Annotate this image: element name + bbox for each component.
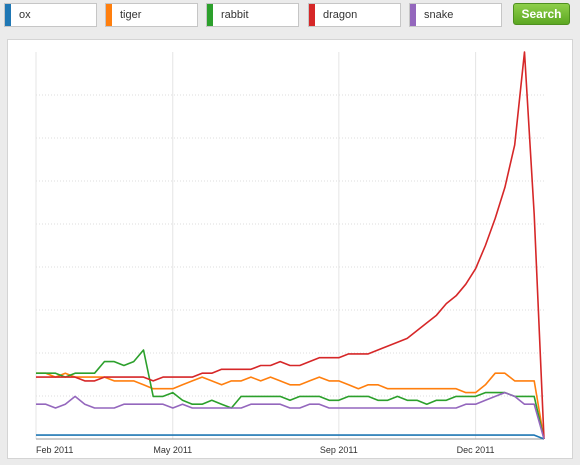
- term-color-swatch: [410, 4, 416, 26]
- search-term-snake[interactable]: snake: [409, 3, 502, 27]
- search-button[interactable]: Search: [513, 3, 570, 25]
- term-color-swatch: [207, 4, 213, 26]
- series-line-ox: [36, 434, 545, 440]
- term-color-swatch: [5, 4, 11, 26]
- term-color-swatch: [106, 4, 112, 26]
- term-label: ox: [19, 9, 31, 21]
- series-line-dragon: [36, 51, 545, 440]
- series-line-snake: [36, 391, 545, 440]
- search-term-dragon[interactable]: dragon: [308, 3, 401, 27]
- search-term-rabbit[interactable]: rabbit: [206, 3, 299, 27]
- term-label: tiger: [120, 9, 142, 21]
- search-term-ox[interactable]: ox: [4, 3, 97, 27]
- term-label: rabbit: [221, 9, 249, 21]
- x-tick-label: Dec 2011: [457, 445, 495, 455]
- x-tick-label: May 2011: [153, 445, 192, 455]
- chart-panel: Feb 2011 May 2011 Sep 2011 Dec 2011: [7, 39, 573, 459]
- x-tick-label: Sep 2011: [320, 445, 358, 455]
- trend-chart: Feb 2011 May 2011 Sep 2011 Dec 2011: [35, 51, 545, 455]
- term-label: dragon: [323, 9, 358, 21]
- search-term-tiger[interactable]: tiger: [105, 3, 198, 27]
- search-bar: ox tiger rabbit dragon snake Search: [0, 0, 580, 32]
- series-line-rabbit: [36, 349, 545, 440]
- series-line-tiger: [36, 372, 545, 440]
- term-color-swatch: [309, 4, 315, 26]
- x-tick-label: Feb 2011: [36, 445, 73, 455]
- term-label: snake: [424, 9, 454, 21]
